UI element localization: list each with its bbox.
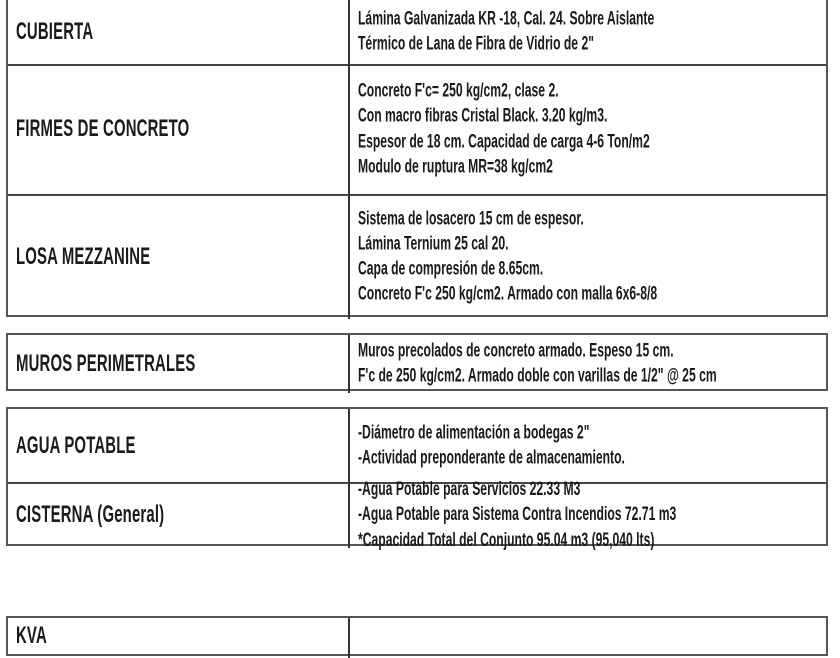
row-label: KVA [16,622,66,650]
column-divider [348,482,350,548]
column-divider [348,409,350,482]
table-row: CISTERNA (General) -Agua Potable para Ser… [8,479,826,551]
table-row: MUROS PERIMETRALES Muros precolados de co… [8,335,826,393]
row-label: AGUA POTABLE [16,432,209,460]
table-row: CUBIERTA Lámina Galvanizada KR -18, Cal. … [8,0,826,66]
row-description: -Agua Potable para Servicios 22.33 M3 -Ag… [358,477,840,553]
row-label-text: FIRMES DE CONCRETO [16,115,190,142]
row-description: Sistema de losacero 15 cm de espesor. Lám… [358,206,825,307]
column-divider [348,335,350,393]
row-label: FIRMES DE CONCRETO [16,115,296,143]
spec-table: KVA [6,616,828,658]
description-line: Concreto F'c= 250 kg/cm2, clase 2. [358,80,559,102]
spec-table: AGUA POTABLE -Diámetro de alimentación a … [6,407,828,551]
description-line: Térmico de Lana de Fibra de Vidrio de 2" [358,33,594,55]
row-label-text: AGUA POTABLE [16,431,136,459]
description-line: Sistema de losacero 15 cm de espesor. [358,207,584,229]
description-line: F'c de 250 kg/cm2. Armado doble con vari… [358,366,717,387]
description-line: -Agua Potable para Servicios 22.33 M3 [358,479,581,501]
row-label-text: CUBIERTA [16,17,94,45]
description-line: -Diámetro de alimentación a bodegas 2" [358,422,590,444]
column-divider [348,194,350,319]
description-line: Espesor de 18 cm. Capacidad de carga 4-6… [358,131,650,152]
row-label: LOSA MEZZANINE [16,243,233,271]
row-label: CUBIERTA [16,18,141,46]
description-line: Concreto F'c 250 kg/cm2. Armado con mall… [358,283,658,305]
row-description: -Diámetro de alimentación a bodegas 2" -A… [358,420,775,471]
row-label-text: CISTERNA (General) [16,501,165,528]
column-divider [348,0,350,64]
row-label: CISTERNA (General) [16,501,255,529]
description-line: -Actividad preponderante de almacenamien… [358,447,625,469]
description-line: -Agua Potable para Sistema Contra Incend… [358,504,677,526]
column-divider [348,64,350,194]
table-row: LOSA MEZZANINE Sistema de losacero 15 cm … [8,194,826,319]
row-label-text: KVA [16,622,47,649]
description-line: *Capacidad Total del Conjunto 95.04 m3 (… [358,529,655,551]
column-divider [348,618,350,658]
description-line: Lámina Galvanizada KR -18, Cal. 24. Sobr… [358,8,655,30]
description-line: Muros precolados de concreto armado. Esp… [358,340,674,362]
table-row: FIRMES DE CONCRETO Concreto F'c= 250 kg/c… [8,64,826,196]
row-description: Lámina Galvanizada KR -18, Cal. 24. Sobr… [358,6,821,57]
row-label-text: MUROS PERIMETRALES [16,350,196,377]
description-line: Con macro fibras Cristal Black. 3.20 kg/… [358,105,608,127]
spec-table: CUBIERTA Lámina Galvanizada KR -18, Cal. … [6,0,828,319]
row-label: MUROS PERIMETRALES [16,350,305,378]
row-description: Muros precolados de concreto armado. Esp… [358,339,840,390]
description-line: Capa de compresión de 8.65cm. [358,258,544,280]
spec-table: MUROS PERIMETRALES Muros precolados de co… [6,333,828,393]
description-line: Modulo de ruptura MR=38 kg/cm2 [358,156,553,178]
description-line: Lámina Ternium 25 cal 20. [358,233,509,255]
table-row: KVA [8,618,826,658]
table-row: AGUA POTABLE -Diámetro de alimentación a … [8,409,826,484]
row-label-text: LOSA MEZZANINE [16,242,151,270]
row-description: Concreto F'c= 250 kg/cm2, clase 2. Con ma… [358,78,814,179]
